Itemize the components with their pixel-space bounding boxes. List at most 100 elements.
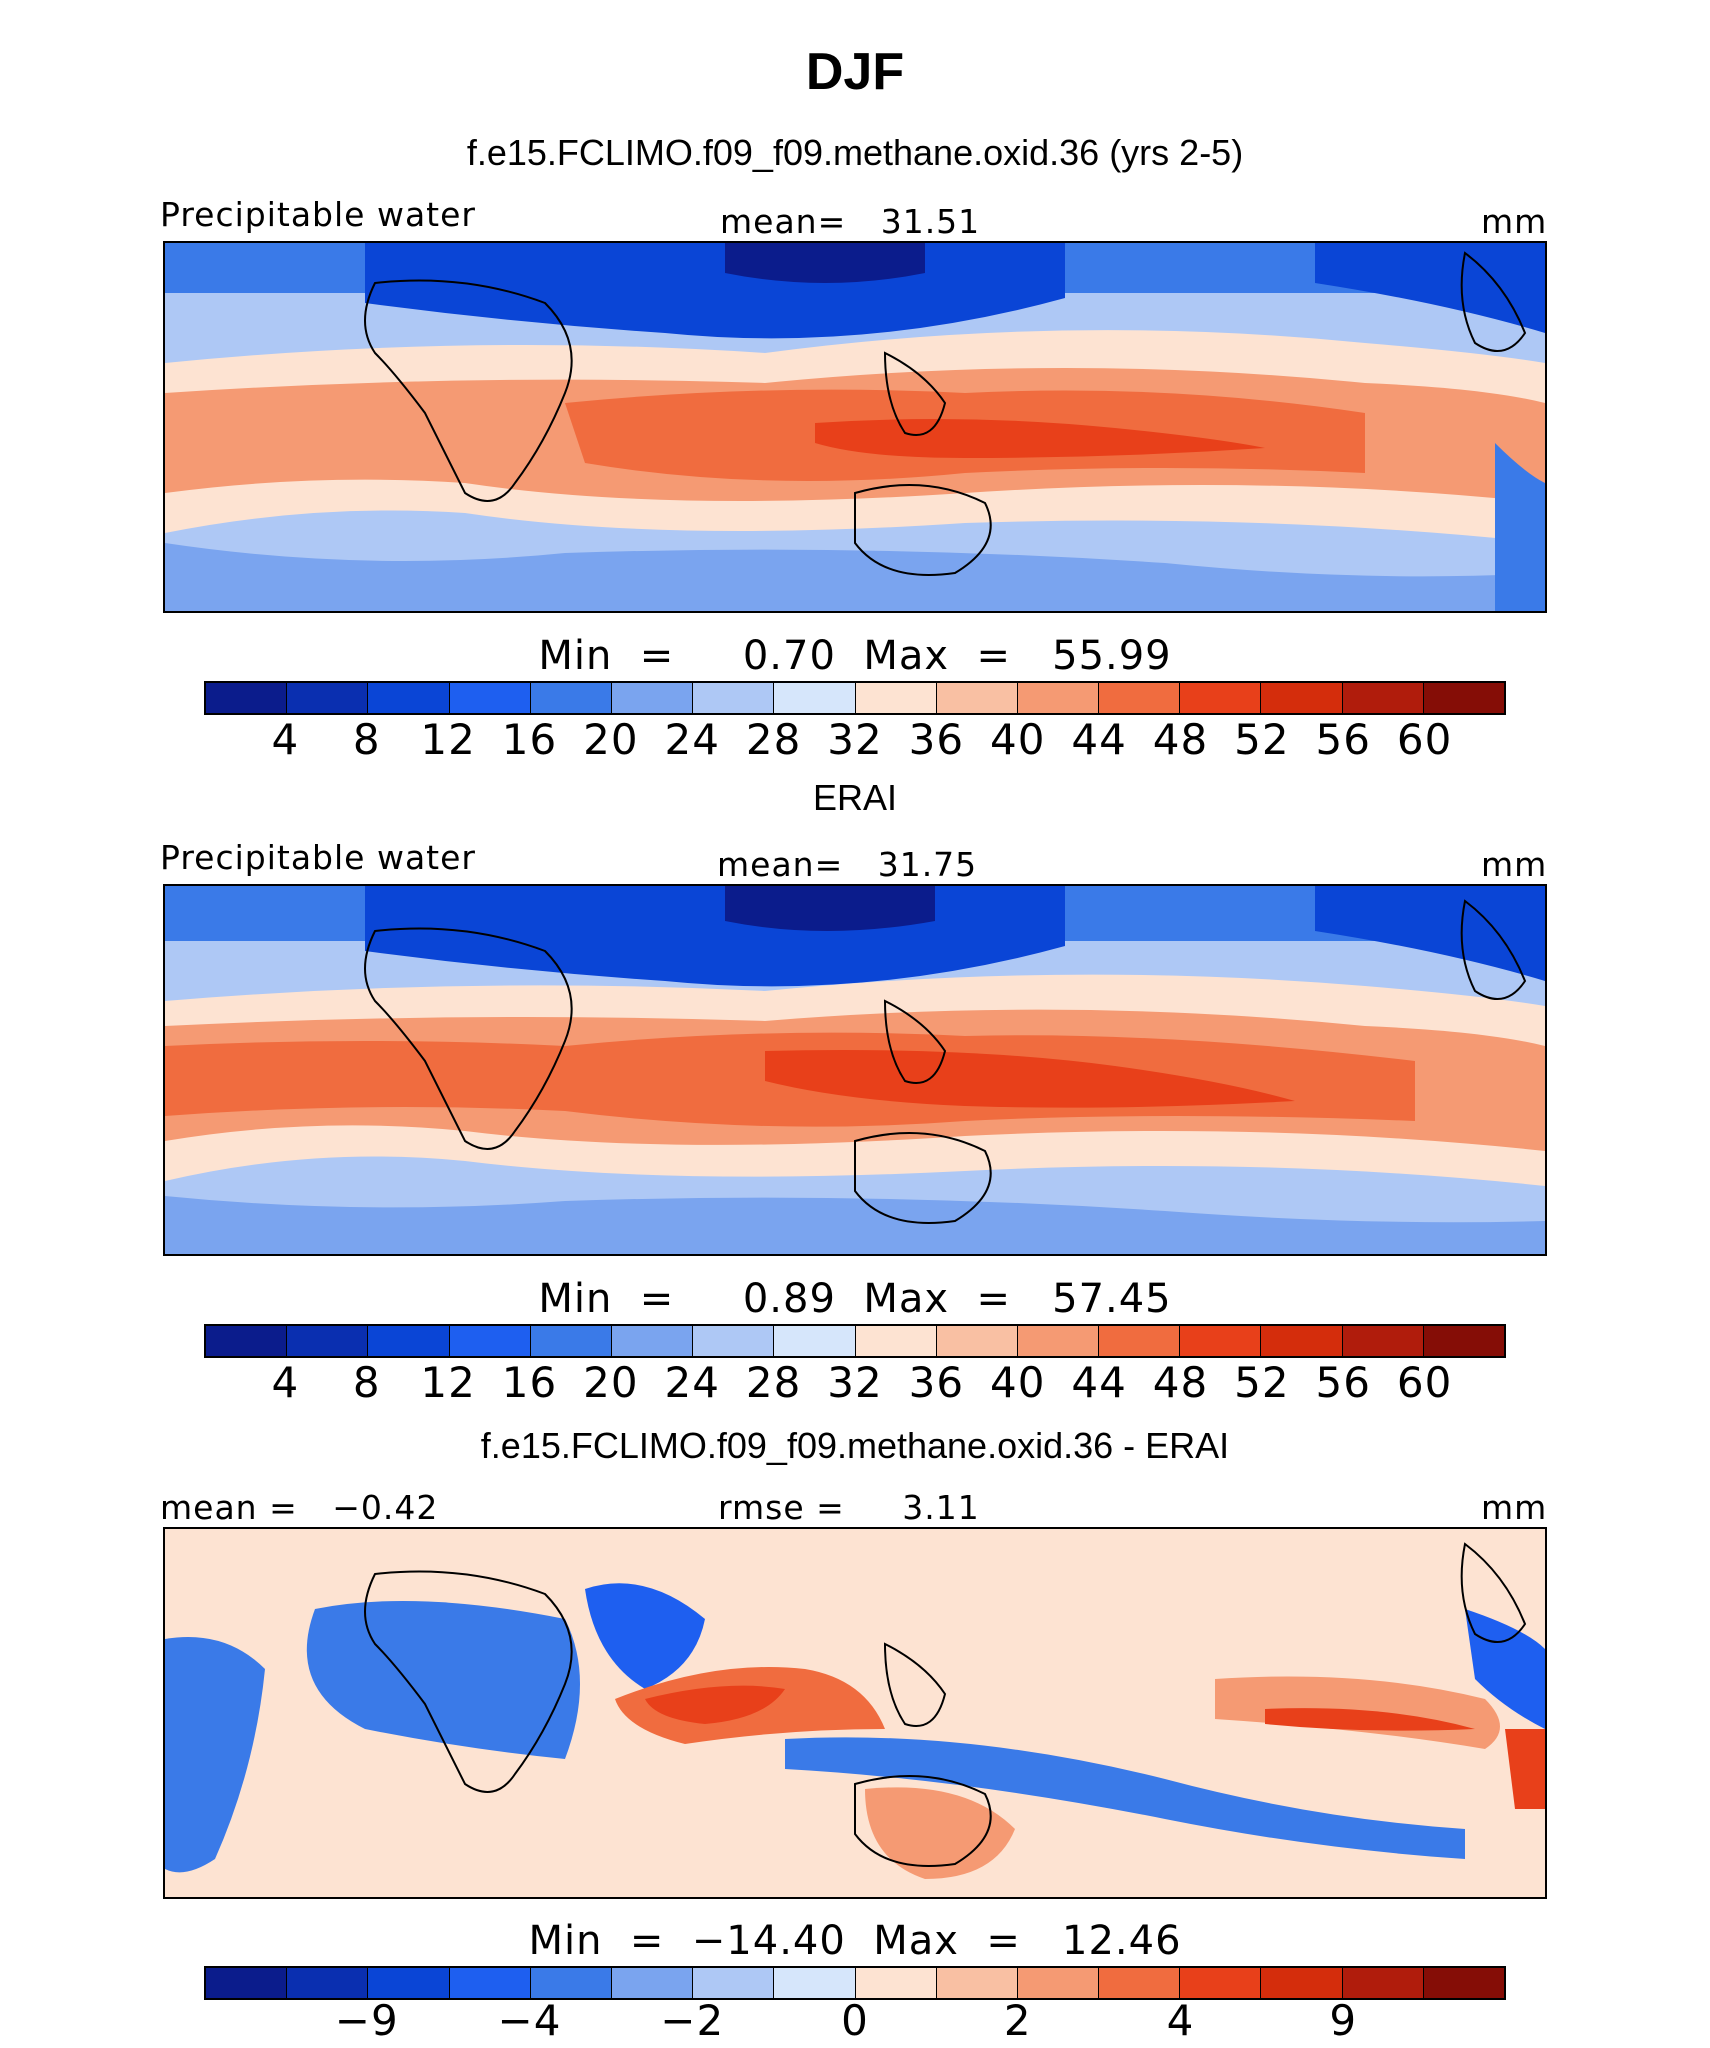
colorbar-swatch — [368, 1968, 450, 1998]
colorbar-tick-label: 56 — [1315, 715, 1371, 764]
colorbar-swatch — [1017, 683, 1100, 713]
colorbar-swatch — [1342, 683, 1424, 713]
colorbar-tick-label: 16 — [501, 715, 558, 764]
panel-3-map-field — [165, 1529, 1545, 1897]
colorbar-swatch — [611, 1326, 694, 1356]
panel-2-colorbar — [204, 1324, 1506, 1358]
panel-1-colorbar-ticks: 4 8 12 16 20 24 28 32 36 40 44 48 52 56 60 — [204, 715, 1506, 764]
colorbar-tick-label: −9 — [334, 1996, 399, 2045]
colorbar-tick-label: 16 — [501, 1358, 558, 1407]
colorbar-tick-label: 48 — [1152, 1358, 1209, 1407]
colorbar-tick-label: 36 — [908, 1358, 965, 1407]
colorbar-swatch — [206, 683, 288, 713]
panel-3-map — [163, 1527, 1547, 1899]
colorbar-tick-label: 4 — [271, 715, 300, 764]
colorbar-swatch — [206, 1326, 288, 1356]
colorbar-swatch — [449, 683, 531, 713]
colorbar-swatch — [206, 1968, 288, 1998]
panel-2-map-field — [165, 886, 1545, 1254]
colorbar-tick-label: 40 — [990, 715, 1046, 764]
panel-2-left-label: Precipitable water — [160, 838, 476, 877]
colorbar-swatch — [855, 1326, 937, 1356]
colorbar-swatch — [287, 683, 369, 713]
colorbar-swatch — [1261, 683, 1343, 713]
panel-2-colorbar-ticks: 4 8 12 16 20 24 28 32 36 40 44 48 52 56 60 — [204, 1358, 1506, 1407]
figure-title: DJF — [805, 43, 905, 101]
colorbar-tick-label: 56 — [1315, 1358, 1371, 1407]
colorbar-swatch — [1017, 1326, 1100, 1356]
colorbar-swatch — [1180, 1326, 1262, 1356]
panel-2-mean-label: mean= 31.75 — [717, 845, 978, 884]
panel-3-mean-label: mean = −0.42 — [160, 1488, 439, 1527]
colorbar-tick-label: 32 — [827, 1358, 883, 1407]
colorbar-swatch — [936, 1968, 1018, 1998]
panel-1-units-label: mm — [1481, 202, 1548, 241]
colorbar-tick-label: 24 — [664, 715, 720, 764]
panel-3-colorbar-ticks: −9 −4 −2 0 2 4 9 — [204, 1996, 1506, 2045]
panel-1-map-field — [165, 243, 1545, 611]
colorbar-tick-label: 60 — [1396, 715, 1453, 764]
panel-1-map — [163, 241, 1547, 613]
panel-1-title: f.e15.FCLIMO.f09_f09.methane.oxid.36 (yr… — [466, 132, 1244, 173]
colorbar-tick-label: 2 — [1003, 1996, 1032, 2045]
colorbar-tick-label: 9 — [1329, 1996, 1358, 2045]
colorbar-swatch — [1342, 1326, 1424, 1356]
colorbar-swatch — [287, 1968, 369, 1998]
colorbar-tick-label: 28 — [745, 1358, 802, 1407]
colorbar-swatch — [1099, 1326, 1181, 1356]
colorbar-tick-label: −2 — [660, 1996, 725, 2045]
colorbar-tick-label: 36 — [908, 715, 965, 764]
colorbar-swatch — [1099, 1968, 1181, 1998]
colorbar-tick-label: 40 — [990, 1358, 1046, 1407]
colorbar-swatch — [1342, 1968, 1424, 1998]
colorbar-swatch — [368, 683, 450, 713]
panel-3-rmse-label: rmse = 3.11 — [718, 1488, 980, 1527]
colorbar-tick-label: 12 — [420, 1358, 476, 1407]
colorbar-tick-label: 44 — [1071, 715, 1127, 764]
colorbar-swatch — [774, 683, 856, 713]
panel-2-map — [163, 884, 1547, 1256]
colorbar-swatch — [449, 1326, 531, 1356]
colorbar-tick-label: 52 — [1234, 715, 1290, 764]
colorbar-swatch — [855, 683, 937, 713]
panel-2-units-label: mm — [1481, 845, 1548, 884]
colorbar-swatch — [693, 1326, 775, 1356]
colorbar-tick-label: 48 — [1152, 715, 1209, 764]
colorbar-tick-label: 20 — [583, 1358, 639, 1407]
colorbar-swatch — [693, 1968, 775, 1998]
panel-2-minmax: Min = 0.89 Max = 57.45 — [538, 1276, 1172, 1322]
panel-3-units-label: mm — [1481, 1488, 1548, 1527]
colorbar-swatch — [611, 683, 694, 713]
colorbar-swatch — [530, 683, 612, 713]
colorbar-swatch — [530, 1968, 612, 1998]
panel-1-mean-label: mean= 31.51 — [720, 202, 981, 241]
colorbar-tick-label: 44 — [1071, 1358, 1127, 1407]
colorbar-swatch — [1017, 1968, 1100, 1998]
colorbar-tick-label: 60 — [1396, 1358, 1453, 1407]
colorbar-swatch — [1180, 683, 1262, 713]
colorbar-swatch — [1423, 683, 1504, 713]
colorbar-tick-label: 8 — [352, 1358, 381, 1407]
colorbar-tick-label: 4 — [1166, 1996, 1195, 2045]
colorbar-tick-label: 24 — [664, 1358, 720, 1407]
colorbar-swatch — [368, 1326, 450, 1356]
panel-1-left-label: Precipitable water — [160, 195, 476, 234]
colorbar-swatch — [693, 683, 775, 713]
colorbar-swatch — [1099, 683, 1181, 713]
colorbar-swatch — [287, 1326, 369, 1356]
panel-3-minmax: Min = −14.40 Max = 12.46 — [528, 1918, 1182, 1964]
colorbar-tick-label: 52 — [1234, 1358, 1290, 1407]
colorbar-swatch — [936, 683, 1018, 713]
colorbar-swatch — [1261, 1326, 1343, 1356]
panel-2-title: ERAI — [812, 777, 898, 818]
panel-3-colorbar — [204, 1966, 1506, 2000]
colorbar-tick-label: 20 — [583, 715, 639, 764]
colorbar-tick-label: 32 — [827, 715, 883, 764]
panel-1-minmax: Min = 0.70 Max = 55.99 — [538, 633, 1172, 679]
colorbar-swatch — [1180, 1968, 1262, 1998]
colorbar-swatch — [855, 1968, 937, 1998]
colorbar-tick-label: 0 — [841, 1996, 869, 2045]
colorbar-tick-label: 12 — [420, 715, 476, 764]
colorbar-tick-label: 28 — [745, 715, 802, 764]
colorbar-tick-label: 4 — [271, 1358, 300, 1407]
